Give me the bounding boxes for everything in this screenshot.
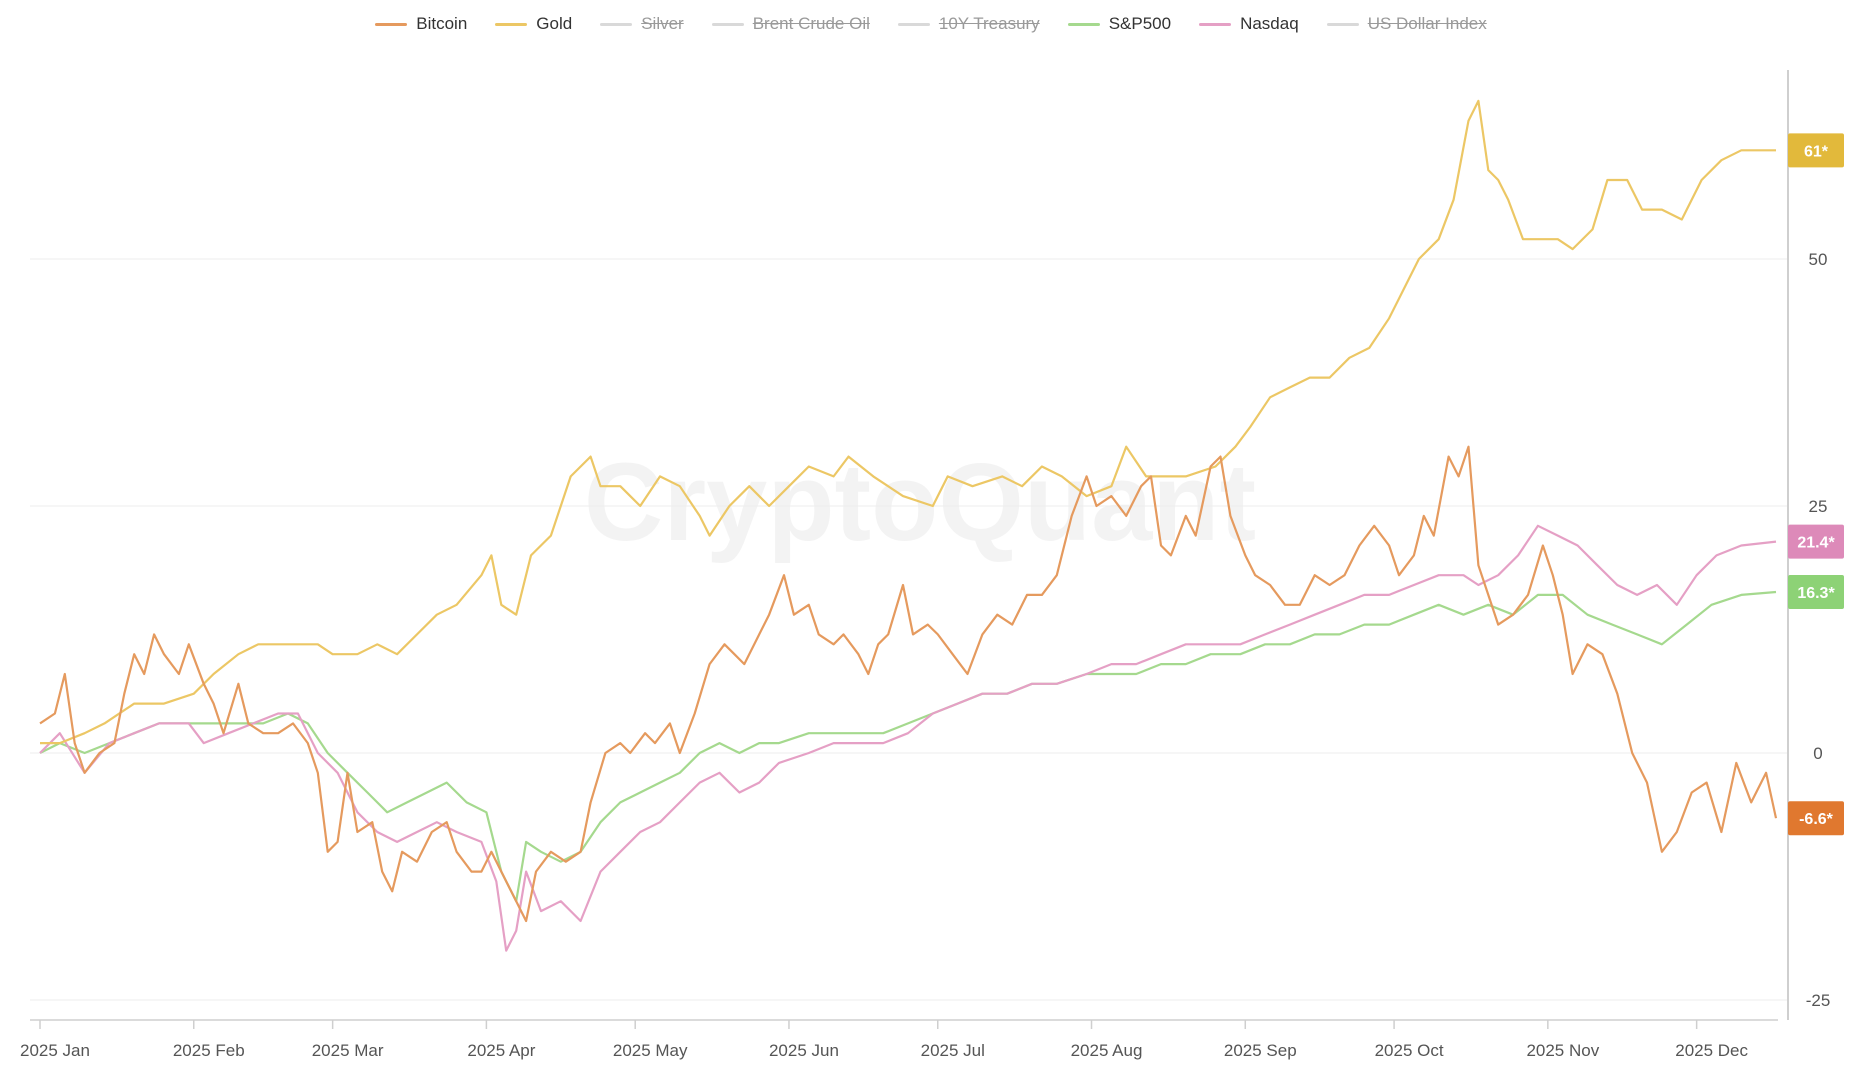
end-badge-bitcoin: -6.6*: [1788, 801, 1844, 836]
x-tick-label: 2025 Jan: [20, 1041, 90, 1060]
x-tick-label: 2025 Sep: [1224, 1041, 1297, 1060]
legend-swatch: [600, 22, 633, 26]
legend-label: Silver: [641, 14, 684, 33]
end-badge-box: [1788, 574, 1844, 609]
legend-item-silver[interactable]: Silver: [600, 14, 684, 34]
end-badge-s-p500: 16.3*: [1788, 574, 1844, 609]
x-tick-label: 2025 Mar: [312, 1041, 384, 1060]
badge-layer: -6.6* 61* 16.3* 21.4*: [1788, 133, 1844, 836]
legend-swatch: [495, 22, 528, 26]
end-badge-label: -6.6*: [1799, 811, 1834, 828]
y-tick-label: 50: [1809, 250, 1828, 269]
end-badge-label: 21.4*: [1797, 535, 1835, 552]
x-tick-label: 2025 May: [613, 1041, 688, 1060]
x-tick-label: 2025 Nov: [1526, 1041, 1599, 1060]
end-badge-gold: 61*: [1788, 133, 1844, 168]
legend-label: US Dollar Index: [1367, 14, 1487, 33]
legend-label: Gold: [536, 14, 573, 33]
y-tick-label: 25: [1809, 497, 1828, 516]
legend-label: Nasdaq: [1240, 14, 1299, 33]
legend-swatch: [897, 22, 930, 26]
end-badge-box: [1788, 524, 1844, 559]
legend-item-us-dollar-index[interactable]: US Dollar Index: [1326, 14, 1487, 34]
legend-swatch: [1199, 22, 1232, 26]
legend-swatch: [1067, 22, 1100, 26]
y-tick-label: 0: [1813, 744, 1822, 763]
end-badge-box: [1788, 133, 1844, 168]
legend-label: 10Y Treasury: [938, 14, 1040, 33]
end-badge-label: 61*: [1804, 143, 1829, 160]
series-line-gold: [40, 99, 1776, 745]
series-line-bitcoin: [39, 445, 1778, 923]
series-layer: [39, 99, 1778, 952]
legend-item-brent-crude-oil[interactable]: Brent Crude Oil: [711, 14, 870, 34]
y-tick-label: -25: [1806, 991, 1831, 1010]
x-tick-label: 2025 Aug: [1071, 1041, 1143, 1060]
legend-item-gold[interactable]: Gold: [495, 14, 572, 34]
axis-layer: 50 25 0 -25 2025 Jan 2025 Feb 2025 Mar 2025 Apr…: [20, 70, 1830, 1060]
end-badge-box: [1788, 801, 1844, 836]
legend-label: Bitcoin: [416, 14, 468, 33]
series-line-s-p500: [39, 590, 1777, 903]
x-tick-label: 2025 Feb: [173, 1041, 245, 1060]
x-tick-label: 2025 Apr: [467, 1041, 535, 1060]
legend-swatch: [375, 22, 408, 26]
legend-item-s-p500[interactable]: S&P500: [1067, 14, 1172, 34]
legend-swatch: [711, 22, 744, 26]
x-tick-label: 2025 Oct: [1375, 1041, 1444, 1060]
end-badge-label: 16.3*: [1797, 585, 1835, 602]
legend-swatch: [1326, 22, 1359, 26]
grid-layer: [30, 258, 1788, 1001]
legend-item-nasdaq[interactable]: Nasdaq: [1199, 14, 1299, 34]
x-tick-label: 2025 Dec: [1675, 1041, 1748, 1060]
x-tick-label: 2025 Jul: [921, 1041, 985, 1060]
legend-item-10y-treasury[interactable]: 10Y Treasury: [897, 14, 1040, 34]
end-badge-nasdaq: 21.4*: [1788, 524, 1844, 559]
x-tick-label: 2025 Jun: [769, 1041, 839, 1060]
legend-item-bitcoin[interactable]: Bitcoin: [375, 14, 467, 34]
legend-label: Brent Crude Oil: [752, 14, 870, 33]
series-line-nasdaq: [39, 524, 1777, 952]
legend-label: S&P500: [1108, 14, 1172, 33]
chart-legend: Bitcoin Gold Silver Brent Crude Oil 10Y Trea…: [0, 14, 1862, 34]
